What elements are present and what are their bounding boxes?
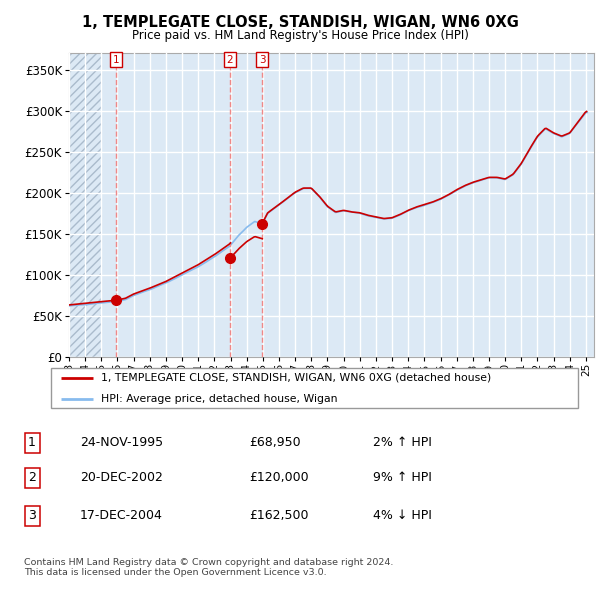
Text: 24-NOV-1995: 24-NOV-1995: [80, 436, 163, 449]
Text: HPI: Average price, detached house, Wigan: HPI: Average price, detached house, Wiga…: [101, 395, 338, 404]
Text: 1, TEMPLEGATE CLOSE, STANDISH, WIGAN, WN6 0XG (detached house): 1, TEMPLEGATE CLOSE, STANDISH, WIGAN, WN…: [101, 373, 491, 383]
Text: 1, TEMPLEGATE CLOSE, STANDISH, WIGAN, WN6 0XG: 1, TEMPLEGATE CLOSE, STANDISH, WIGAN, WN…: [82, 15, 518, 30]
Text: £162,500: £162,500: [249, 509, 309, 522]
Text: Price paid vs. HM Land Registry's House Price Index (HPI): Price paid vs. HM Land Registry's House …: [131, 29, 469, 42]
Text: 1: 1: [113, 55, 119, 65]
Text: 1: 1: [28, 436, 36, 449]
Text: 3: 3: [259, 55, 266, 65]
Text: £120,000: £120,000: [249, 471, 309, 484]
Text: 2: 2: [28, 471, 36, 484]
Text: 20-DEC-2002: 20-DEC-2002: [80, 471, 163, 484]
Text: 9% ↑ HPI: 9% ↑ HPI: [373, 471, 432, 484]
Text: 3: 3: [28, 509, 36, 522]
Text: 2: 2: [227, 55, 233, 65]
Text: £68,950: £68,950: [249, 436, 301, 449]
Text: 2% ↑ HPI: 2% ↑ HPI: [373, 436, 432, 449]
Bar: [69, 53, 101, 357]
FancyBboxPatch shape: [50, 368, 578, 408]
Text: Contains HM Land Registry data © Crown copyright and database right 2024.
This d: Contains HM Land Registry data © Crown c…: [24, 558, 394, 577]
Text: 4% ↓ HPI: 4% ↓ HPI: [373, 509, 432, 522]
Text: 17-DEC-2004: 17-DEC-2004: [80, 509, 163, 522]
